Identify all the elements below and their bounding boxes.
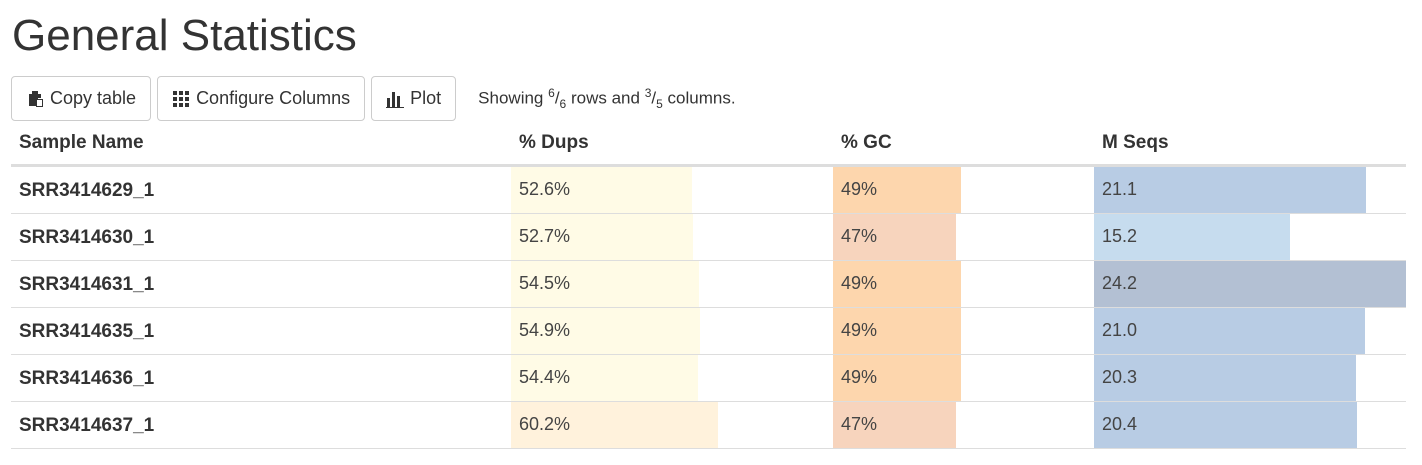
mseqs-cell: 21.1 — [1094, 167, 1406, 213]
dups-cell: 52.7% — [511, 214, 833, 260]
gc-cell: 47% — [833, 214, 1094, 260]
dups-cell: 54.9% — [511, 308, 833, 354]
sample-name-cell: SRR3414629_1 — [19, 180, 155, 201]
dups-cell: 60.2% — [511, 402, 833, 448]
table-row: SRR3414635_1 54.9% 49% 21.0 — [11, 308, 1406, 355]
dups-cell: 52.6% — [511, 167, 833, 213]
gc-bar — [833, 261, 961, 307]
table-header-row: Sample Name % Dups % GC M Seqs — [11, 122, 1406, 167]
mseqs-value: 20.3 — [1102, 367, 1138, 387]
gc-cell: 49% — [833, 308, 1094, 354]
plot-button[interactable]: Plot — [371, 76, 457, 121]
table-row: SRR3414631_1 54.5% 49% 24.2 — [11, 261, 1406, 308]
gc-value: 47% — [841, 414, 878, 434]
table-row: SRR3414637_1 60.2% 47% 20.4 — [11, 402, 1406, 449]
plot-label: Plot — [410, 88, 442, 108]
sample-name-cell: SRR3414635_1 — [19, 321, 155, 342]
dups-value: 54.5% — [519, 273, 571, 293]
gc-bar — [833, 355, 961, 401]
dups-value: 54.4% — [519, 367, 571, 387]
dups-value: 54.9% — [519, 320, 571, 340]
gc-cell: 47% — [833, 402, 1094, 448]
gc-value: 49% — [841, 273, 878, 293]
mseqs-bar — [1094, 167, 1367, 213]
table-row: SRR3414629_1 52.6% 49% 21.1 — [11, 167, 1406, 214]
bar-chart-icon — [386, 90, 405, 108]
mseqs-value: 24.2 — [1102, 273, 1138, 293]
mseqs-bar — [1094, 355, 1356, 401]
table-status-text: Showing 6/6 rows and 3/5 columns. — [478, 85, 736, 112]
configure-columns-label: Configure Columns — [196, 88, 351, 108]
copy-icon — [26, 90, 44, 108]
dups-bar — [511, 167, 693, 213]
mseqs-cell: 20.3 — [1094, 355, 1406, 401]
dups-value: 60.2% — [519, 414, 571, 434]
header-gc[interactable]: % GC — [841, 132, 892, 153]
dups-value: 52.6% — [519, 179, 571, 199]
table-row: SRR3414636_1 54.4% 49% 20.3 — [11, 355, 1406, 402]
dups-bar — [511, 308, 701, 354]
gc-cell: 49% — [833, 261, 1094, 307]
mseqs-value: 21.0 — [1102, 320, 1138, 340]
sample-name-cell: SRR3414636_1 — [19, 368, 155, 389]
dups-cell: 54.4% — [511, 355, 833, 401]
dups-bar — [511, 214, 693, 260]
gc-cell: 49% — [833, 355, 1094, 401]
header-mseqs[interactable]: M Seqs — [1102, 132, 1169, 153]
mseqs-value: 21.1 — [1102, 179, 1138, 199]
gc-bar — [833, 167, 961, 213]
table-row: SRR3414630_1 52.7% 47% 15.2 — [11, 214, 1406, 261]
dups-bar — [511, 261, 699, 307]
gc-value: 49% — [841, 179, 878, 199]
mseqs-value: 20.4 — [1102, 414, 1138, 434]
gc-bar — [833, 308, 961, 354]
gc-bar — [833, 214, 956, 260]
copy-table-button[interactable]: Copy table — [11, 76, 152, 121]
mseqs-cell: 15.2 — [1094, 214, 1406, 260]
general-stats-table: Sample Name % Dups % GC M Seqs SRR341462… — [11, 122, 1406, 449]
header-sample-name[interactable]: Sample Name — [19, 132, 144, 153]
mseqs-cell: 21.0 — [1094, 308, 1406, 354]
dups-value: 52.7% — [519, 226, 571, 246]
sample-name-cell: SRR3414630_1 — [19, 227, 155, 248]
copy-table-label: Copy table — [50, 88, 137, 108]
dups-bar — [511, 355, 699, 401]
table-body: SRR3414629_1 52.6% 49% 21.1 SRR3414630_1 52.7… — [11, 167, 1406, 449]
gc-value: 49% — [841, 320, 878, 340]
header-dups[interactable]: % Dups — [519, 132, 589, 153]
sample-name-cell: SRR3414637_1 — [19, 415, 155, 436]
mseqs-bar — [1094, 402, 1358, 448]
mseqs-bar — [1094, 261, 1406, 307]
gc-bar — [833, 402, 956, 448]
mseqs-cell: 24.2 — [1094, 261, 1406, 307]
page-title: General Statistics — [12, 11, 357, 60]
sample-name-cell: SRR3414631_1 — [19, 274, 155, 295]
gc-value: 49% — [841, 367, 878, 387]
grid-icon — [172, 90, 190, 108]
gc-cell: 49% — [833, 167, 1094, 213]
dups-bar — [511, 402, 719, 448]
dups-cell: 54.5% — [511, 261, 833, 307]
table-toolbar: Copy table Configure Columns — [11, 76, 736, 121]
mseqs-cell: 20.4 — [1094, 402, 1406, 448]
gc-value: 47% — [841, 226, 878, 246]
mseqs-bar — [1094, 214, 1290, 260]
mseqs-bar — [1094, 308, 1365, 354]
configure-columns-button[interactable]: Configure Columns — [157, 76, 366, 121]
mseqs-value: 15.2 — [1102, 226, 1138, 246]
